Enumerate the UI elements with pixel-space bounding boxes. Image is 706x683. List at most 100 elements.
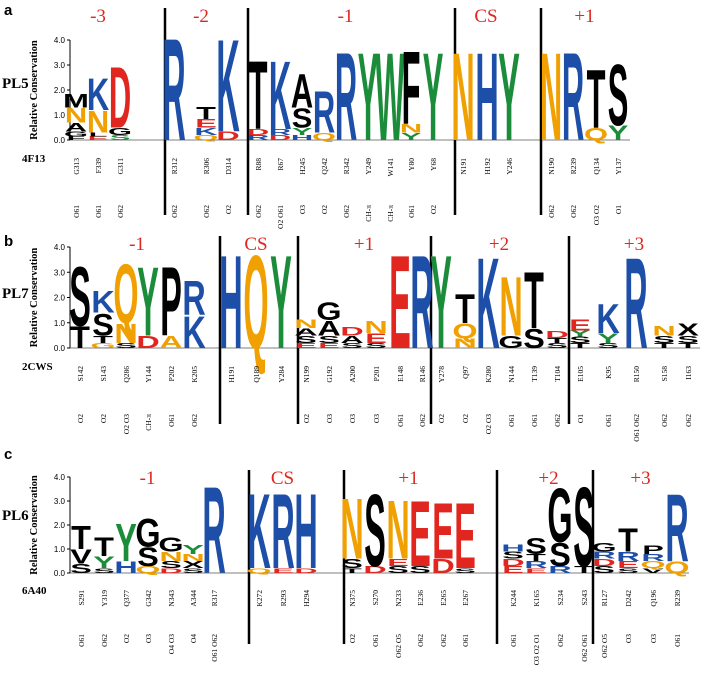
interaction-label: O62 [569, 205, 578, 218]
logo-letter: R [247, 134, 269, 142]
residue-label: Q189 [252, 366, 261, 383]
logo-letter: N [340, 480, 363, 577]
logo-letter: K [91, 284, 114, 320]
interaction-label: O61 [461, 634, 470, 647]
logo-letter: E [409, 482, 431, 586]
residue-label: H294 [302, 590, 311, 607]
logo-letter: D [363, 564, 386, 575]
residue-label: R239 [673, 590, 682, 607]
logo-letter: Y [401, 131, 422, 143]
logo-letter: T [618, 521, 638, 559]
interaction-label: O3 O2 O1 [532, 634, 541, 665]
logo-letter: N [65, 104, 87, 128]
residue-label: R293 [279, 590, 288, 607]
residue-label: T139 [530, 366, 539, 382]
logo-letter: E [454, 484, 476, 588]
interaction-label: O3 [624, 634, 633, 643]
logo-letter: T [524, 256, 544, 347]
residue-label: D242 [624, 590, 633, 607]
interaction-label: O61 [507, 414, 516, 427]
interaction-label: O62 O5 [394, 634, 403, 658]
interaction-label: O61 [604, 414, 613, 427]
logo-letter: E [569, 317, 591, 334]
logo-letter: N [652, 323, 675, 339]
subsite-label: +2 [538, 468, 558, 489]
logo-letter: T [574, 564, 594, 575]
logo-letter: S [160, 559, 182, 570]
subsite-label: +1 [574, 6, 594, 27]
logo-letter: N [114, 319, 137, 350]
logo-letter: Q [584, 125, 608, 144]
y-tick-label: 3.0 [54, 268, 66, 277]
logo-letter: E [502, 564, 524, 575]
interaction-label: CH-π [144, 414, 153, 431]
logo-letter: S [295, 334, 317, 346]
interaction-label: O3 [348, 414, 357, 423]
residue-label: G192 [325, 366, 334, 383]
logo-letter: D [109, 49, 131, 146]
residue-label: D314 [224, 158, 233, 175]
y-axis-label: Relative Conservation [29, 40, 40, 140]
logo-letter: X [677, 319, 699, 339]
y-tick-label: 1.0 [54, 319, 66, 328]
logo-letter: Y [569, 329, 591, 339]
subsite-label: +3 [624, 234, 644, 255]
interaction-label: O2 O61 [276, 205, 285, 229]
logo-letter: A [159, 332, 183, 352]
logo-letter: H [291, 134, 313, 142]
logo-letter: Q [193, 134, 218, 142]
interaction-label: O61 [167, 414, 176, 427]
interaction-label: O3 O2 [592, 205, 601, 225]
logo-letter: R [524, 559, 547, 570]
logo-letter: K [194, 126, 218, 138]
logo-letter: D [136, 332, 159, 352]
logo-letter: R [335, 29, 357, 168]
residue-label: K205 [190, 366, 199, 383]
subsite-label: -2 [193, 6, 209, 27]
residue-label: N375 [348, 590, 357, 607]
interaction-label: O61 [673, 634, 682, 647]
residue-label: Y284 [277, 366, 286, 383]
logo-letter: T [654, 342, 675, 350]
panel-letter: a [4, 2, 13, 19]
interaction-label: O61 O62 [632, 414, 641, 442]
subsite-label: +2 [489, 234, 509, 255]
logo-letter: S [677, 334, 699, 346]
subsite-label: +1 [398, 468, 418, 489]
logo-letter: S [364, 474, 386, 589]
residue-label: S270 [371, 590, 380, 606]
logo-letter: R [641, 552, 664, 563]
logo-letter: H [501, 543, 524, 554]
logo-letter: Q [135, 564, 160, 575]
logo-letter: D [247, 127, 269, 137]
logo-letter: S [597, 342, 619, 350]
residue-label: G313 [72, 158, 81, 175]
residue-label: S143 [99, 366, 108, 382]
residue-label: W141 [386, 158, 395, 177]
logo-letter: D [269, 134, 291, 142]
residue-label: N191 [459, 158, 468, 175]
residue-label: R342 [342, 158, 351, 175]
logo-letter: G [135, 510, 160, 555]
logo-letter: R [313, 79, 335, 145]
logo-letter: N [364, 317, 387, 337]
interaction-label: O2 O3 [122, 414, 131, 434]
logo-letter: S [92, 307, 114, 343]
logo-letter: S [608, 46, 629, 143]
residue-label: Y68 [429, 158, 438, 171]
residue-label: K244 [509, 590, 518, 607]
logo-letter: T [678, 342, 699, 350]
logo-letter: P [160, 248, 182, 357]
logo-letter: T [570, 342, 591, 350]
logo-letter: R [202, 462, 225, 600]
logo-letter: G [108, 126, 132, 138]
interaction-label: O3 [372, 414, 381, 423]
logo-letter: S [182, 567, 204, 574]
logo-letter: S [546, 342, 568, 350]
logo-letter: N [159, 550, 182, 565]
logo-letter: S [569, 336, 591, 346]
residue-label: Y319 [100, 590, 109, 607]
y-tick-label: 2.0 [54, 86, 66, 95]
interaction-label: O2 [429, 205, 438, 214]
logo-letter: D [159, 567, 182, 574]
